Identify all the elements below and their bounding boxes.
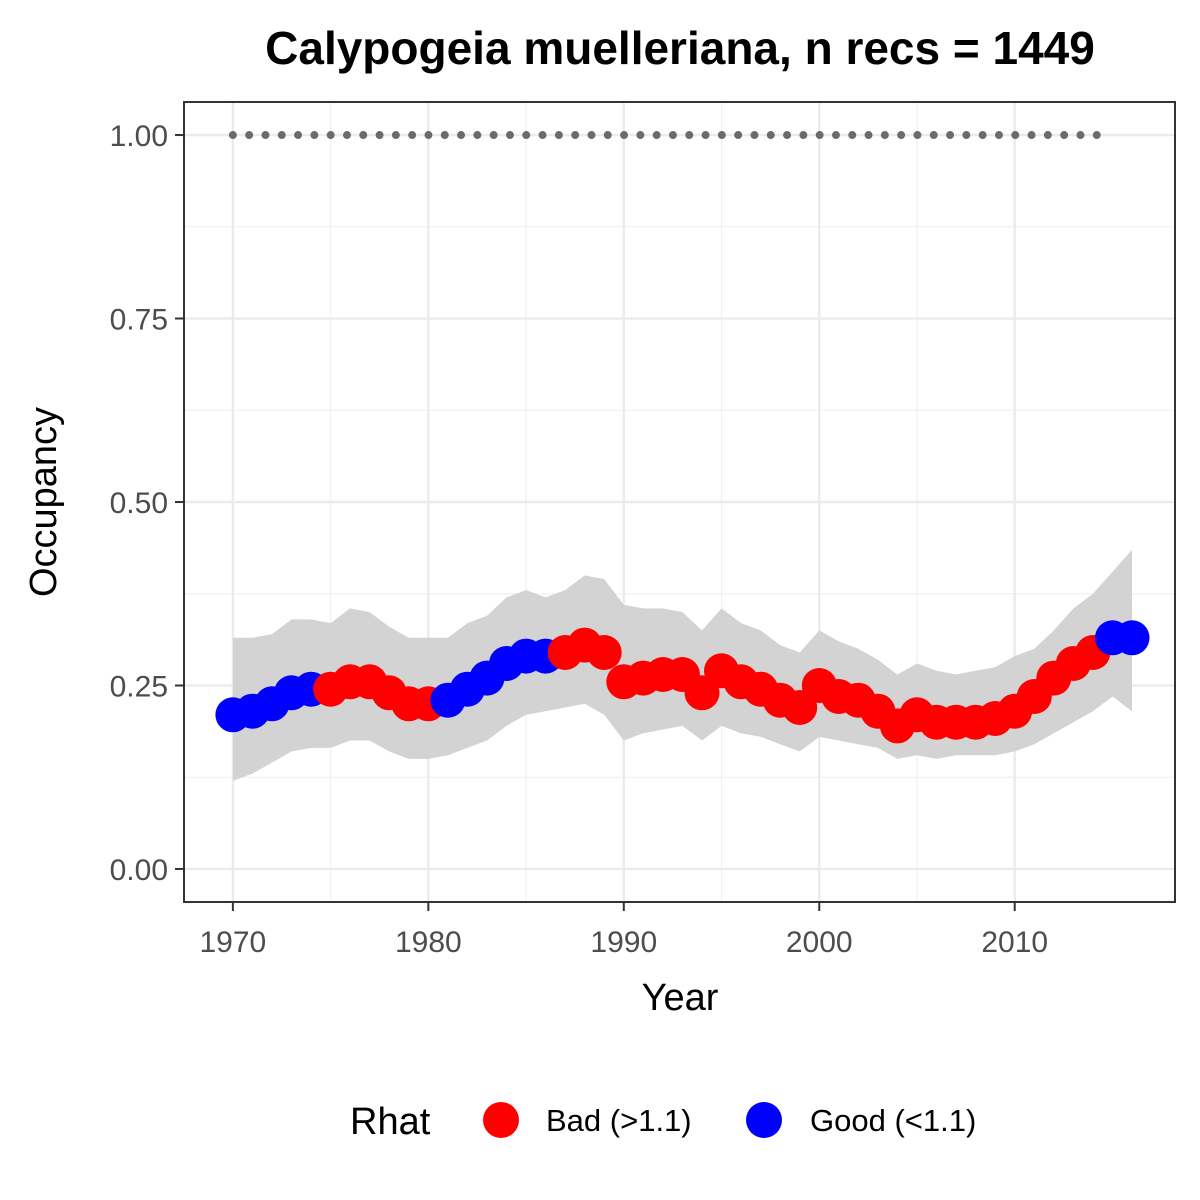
occupancy-point — [586, 635, 622, 670]
axes-layer: 1970 1980 1990 2000 2010 0.00 0.25 0.50 0.75 1.00 — [110, 120, 1048, 959]
y-axis-title: Occupancy — [23, 407, 65, 597]
x-tick-label: 2000 — [786, 926, 853, 959]
x-tick-label: 1980 — [395, 926, 462, 959]
legend: Rhat Bad (>1.1) Good (<1.1) — [350, 1101, 976, 1143]
legend-label-good: Good (<1.1) — [810, 1103, 976, 1138]
legend-label-bad: Bad (>1.1) — [546, 1103, 692, 1138]
occupancy-point — [1114, 620, 1150, 656]
x-tick-label: 2010 — [981, 926, 1048, 959]
y-tick-label: 1.00 — [110, 120, 168, 153]
x-axis-title: Year — [642, 977, 719, 1019]
x-tick-label: 1970 — [199, 926, 266, 959]
y-tick-label: 0.50 — [110, 487, 168, 520]
y-tick-label: 0.25 — [110, 670, 168, 703]
legend-title: Rhat — [350, 1101, 431, 1143]
legend-key-good — [746, 1102, 782, 1138]
y-tick-label: 0.75 — [110, 304, 168, 337]
legend-key-bad — [483, 1102, 519, 1138]
y-tick-label: 0.00 — [110, 854, 168, 887]
chart-title: Calypogeia muelleriana, n recs = 1449 — [265, 22, 1095, 74]
x-tick-label: 1990 — [590, 926, 657, 959]
occupancy-points-layer — [215, 620, 1150, 744]
